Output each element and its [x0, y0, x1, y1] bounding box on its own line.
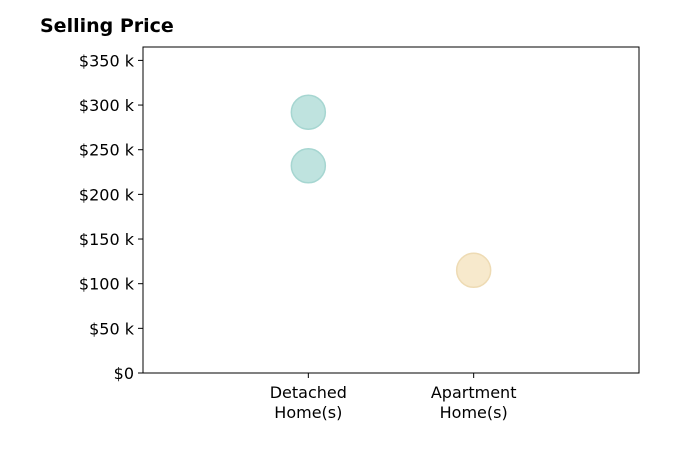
y-tick-label: $250 k	[79, 141, 135, 160]
x-tick-label-line: Detached	[270, 383, 347, 402]
x-tick-label-line: Home(s)	[440, 403, 508, 422]
data-points	[290, 94, 492, 289]
y-tick-label: $50 k	[89, 319, 135, 338]
chart-title: Selling Price	[40, 15, 174, 37]
x-axis: Detached Home(s)Apartment Home(s)	[270, 373, 517, 422]
plot-area	[142, 46, 640, 374]
y-tick-label: $350 k	[79, 51, 135, 70]
y-tick-label: $150 k	[79, 230, 135, 249]
data-point	[290, 148, 327, 184]
y-tick-label: $300 k	[79, 96, 135, 115]
y-tick-label: $200 k	[79, 185, 135, 204]
data-point	[455, 252, 492, 289]
x-tick-label: Apartment Home(s)	[431, 383, 517, 422]
x-tick-label: Detached Home(s)	[270, 383, 347, 422]
x-tick-label-line: Apartment	[431, 383, 517, 402]
y-axis: $0 $50 k $100 k $150 k $200 k $250 k $300 k $35…	[79, 51, 143, 383]
x-tick-label-line: Home(s)	[274, 403, 342, 422]
y-tick-label: $0	[114, 364, 134, 383]
y-tick-label: $100 k	[79, 275, 135, 294]
data-point	[290, 94, 327, 130]
